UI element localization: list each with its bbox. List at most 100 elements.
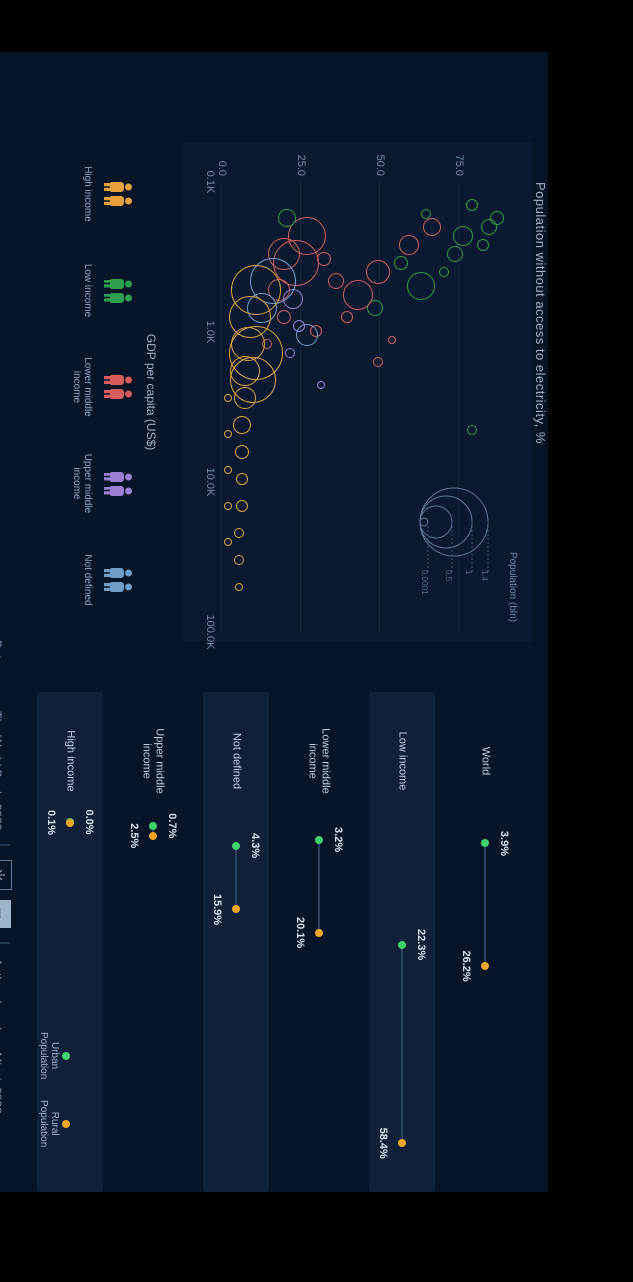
x-tick: 10.0K <box>204 462 216 502</box>
bubble <box>317 252 331 266</box>
size-tick: 1 <box>464 570 472 574</box>
bubble-size-legend: Population (bln) 1.410.50.0001 <box>507 482 518 632</box>
urban-dot <box>481 839 489 847</box>
legend-label: Lower middleincome <box>71 345 93 429</box>
urban-value: 3.9% <box>498 831 510 856</box>
bubble <box>477 239 489 251</box>
urban-value: 22.3% <box>415 929 427 960</box>
bubble <box>285 348 295 358</box>
x-axis-title: GDP per capita (US$) <box>144 334 158 451</box>
bubble <box>439 267 449 277</box>
legend-item: Low income <box>71 249 132 333</box>
x-tick: 100.0K <box>204 612 216 652</box>
bubble <box>224 430 232 438</box>
rural-dot <box>66 819 74 827</box>
row-label: Lower middleincome <box>306 716 331 806</box>
size-tick: 1.4 <box>480 570 488 581</box>
dumbbell-row: Upper middleincome0.7%2.5% <box>120 692 186 1192</box>
legend-item: High income <box>71 152 132 236</box>
author: Author: Iaroslava Mizai, 2022 <box>0 958 4 1113</box>
legend-item: Not defined <box>71 538 132 622</box>
legend-label: High income <box>82 152 93 236</box>
urban-rural-dumbbell-chart: World 3.9% 26.2% Low income 22.3% 58.4% Lower … <box>0 692 518 1192</box>
urban-dot <box>398 941 406 949</box>
urban-dot <box>149 822 157 830</box>
bubble <box>421 209 431 219</box>
bubble <box>224 466 232 474</box>
x-tick: 1.0K <box>204 312 216 352</box>
size-tick: 0.5 <box>444 570 452 581</box>
bubble <box>453 226 473 246</box>
bubble <box>277 310 291 324</box>
bubble <box>224 502 232 510</box>
legend-label: Upper middleincome <box>71 442 93 526</box>
row-label: High income <box>64 716 77 806</box>
bubble <box>234 555 244 565</box>
rural-value: 20.1% <box>294 917 306 948</box>
urban-dot <box>232 842 240 850</box>
x-tick: 0.1K <box>204 162 216 202</box>
data-source: Data source: The World Bank, 2022 <box>0 640 4 830</box>
dumbbell-row: Lower middleincome 3.2% 20.1% <box>286 692 352 1192</box>
rural-dot <box>232 905 240 913</box>
y-tick: 0.0 <box>216 142 228 176</box>
bubble <box>407 272 435 300</box>
rural-dot <box>315 929 323 937</box>
row-label: World <box>479 716 492 806</box>
y-tick: 50.0 <box>374 142 386 176</box>
row-label: Low income <box>396 716 409 806</box>
bubble <box>343 280 373 310</box>
dumbbell-row: World 3.9% 26.2% <box>452 692 518 1192</box>
tableau-icon <box>0 860 12 890</box>
row-label: Not defined <box>230 716 243 806</box>
legend-label: Low income <box>82 249 93 333</box>
bubble <box>373 357 383 367</box>
dumbbell-row: Low income 22.3% 58.4% <box>369 692 435 1192</box>
legend-item: Upper middleincome <box>71 442 132 526</box>
bubble <box>481 219 497 235</box>
bubble <box>447 246 463 262</box>
behance-icon: ⬚ <box>0 900 11 928</box>
rural-dot <box>398 1139 406 1147</box>
size-tick: 0.0001 <box>420 570 428 594</box>
urban-value: 3.2% <box>332 827 344 852</box>
bubble <box>233 416 251 434</box>
rural-dot <box>149 832 157 840</box>
urban-rural-legend: UrbanPopulation RuralPopulation <box>38 1032 70 1282</box>
bubble <box>467 425 477 435</box>
urban-label: UrbanPopulation <box>38 1032 59 1079</box>
bubble <box>366 260 390 284</box>
bubble <box>317 381 325 389</box>
bubble <box>235 583 243 591</box>
bubble <box>234 528 244 538</box>
bubble <box>296 324 318 346</box>
rural-value: 26.2% <box>460 950 472 981</box>
urban-value: 4.3% <box>249 833 261 858</box>
rural-value: 15.9% <box>211 894 223 925</box>
bubble <box>399 235 419 255</box>
bubble <box>328 273 344 289</box>
bubble <box>230 357 276 403</box>
bubble <box>394 256 408 270</box>
category-legend: High income Low income Lower middleincome U… <box>71 152 132 622</box>
svg-text:⬚: ⬚ <box>0 908 2 918</box>
rural-value: 58.4% <box>377 1128 389 1159</box>
bubble <box>224 538 232 546</box>
bubble <box>236 473 248 485</box>
rural-value: 0.1% <box>45 810 57 835</box>
dumbbell-row: Not defined 4.3% 15.9% <box>203 692 269 1192</box>
urban-value: 0.0% <box>83 809 95 834</box>
bubble <box>235 445 249 459</box>
row-label: Upper middleincome <box>140 716 165 806</box>
bubble <box>423 218 441 236</box>
bubble <box>224 394 232 402</box>
legend-label: Not defined <box>82 538 93 622</box>
y-axis-title: Population without access to electricity… <box>533 142 548 682</box>
bubble <box>341 311 353 323</box>
y-tick: 75.0 <box>453 142 465 176</box>
bubble <box>236 500 248 512</box>
urban-dot <box>315 836 323 844</box>
size-legend-title: Population (bln) <box>507 482 518 632</box>
rural-dot <box>481 962 489 970</box>
bubble <box>466 199 478 211</box>
